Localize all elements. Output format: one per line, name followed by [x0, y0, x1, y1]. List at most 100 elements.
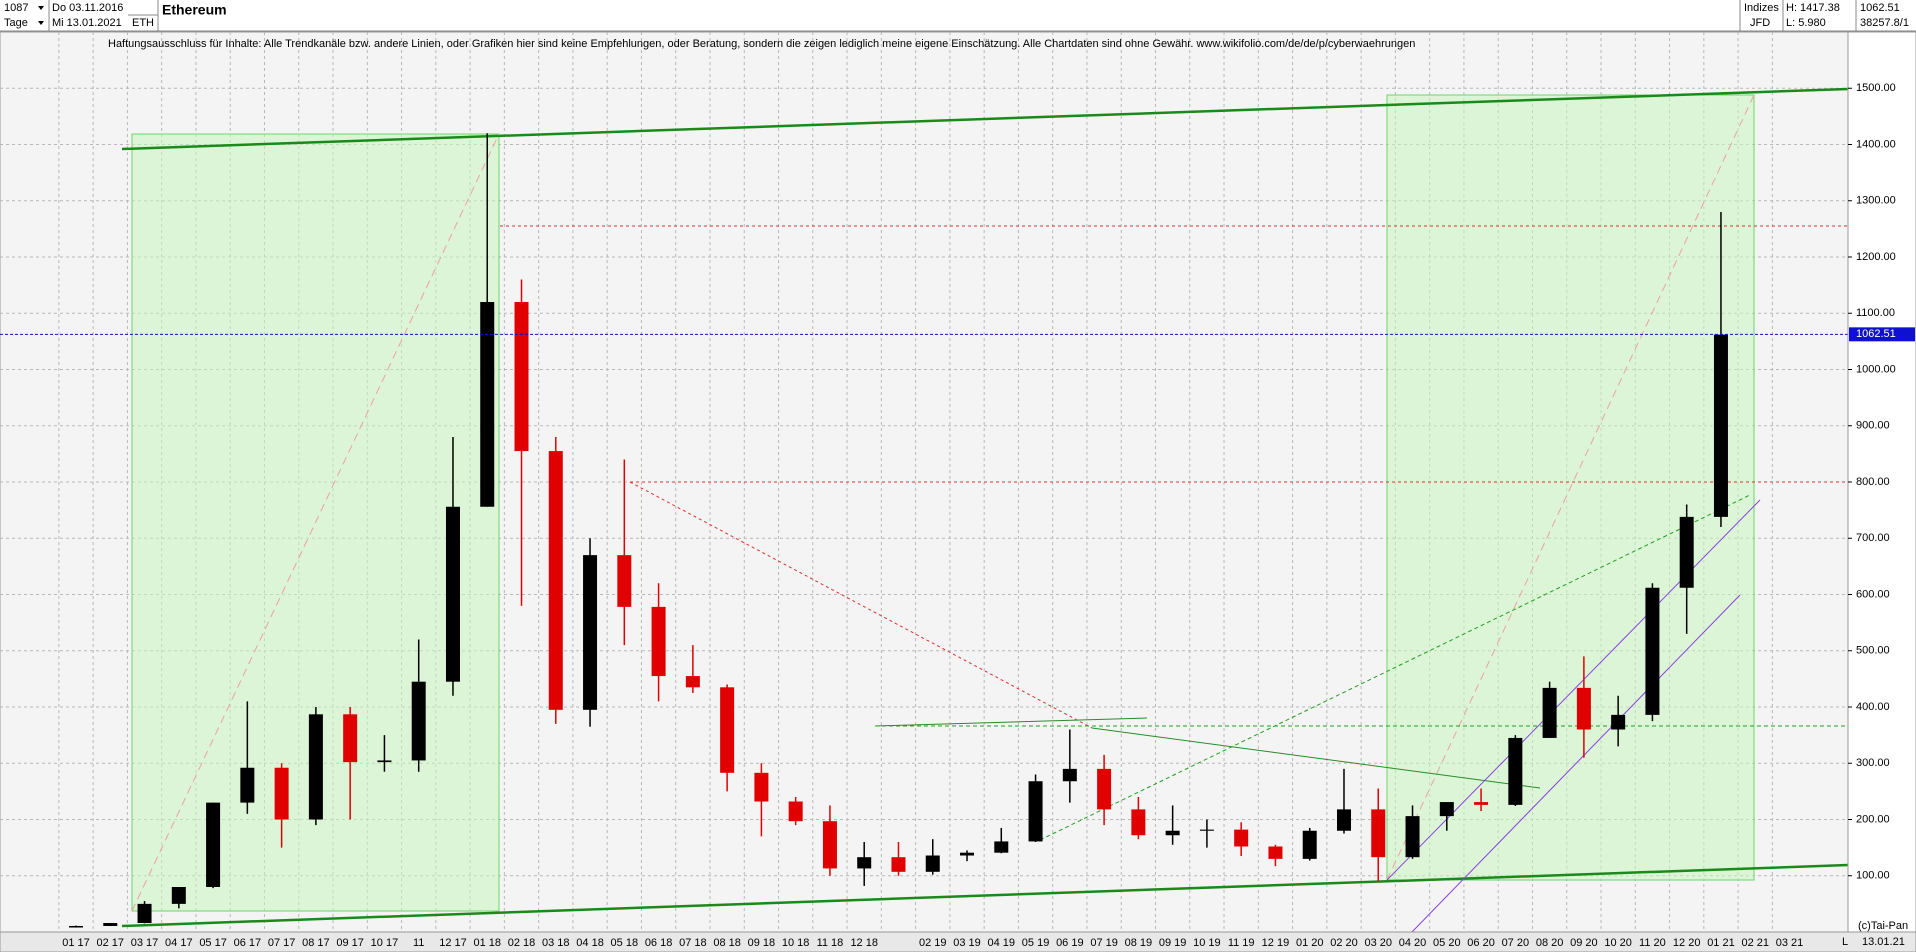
candle-body [617, 555, 632, 607]
trend-line [1091, 727, 1541, 789]
candle-body [69, 925, 83, 928]
trend-line [1386, 94, 1755, 881]
trend-line [131, 133, 500, 912]
trend-line [1386, 499, 1761, 881]
candle-body [240, 767, 255, 803]
trend-line [874, 717, 1148, 727]
candle-body [1405, 816, 1420, 858]
candle-body [1336, 809, 1351, 831]
x-tick-label: 04 20 [1399, 937, 1427, 949]
candle-body [1302, 830, 1317, 859]
y-tick-label: 100.00 [1856, 870, 1890, 882]
x-tick-label: 02 20 [1330, 937, 1358, 949]
x-tick-label: 11 19 [1228, 937, 1255, 949]
candle-body [857, 857, 872, 869]
candle-body [103, 923, 118, 926]
group: Indizes [1744, 2, 1779, 14]
candle-body [960, 852, 975, 856]
candle-body [788, 801, 803, 822]
x-tick-label: 10 18 [782, 937, 810, 949]
high: H: 1417.38 [1786, 2, 1840, 14]
candle-body [274, 767, 289, 820]
candle-body [1645, 587, 1660, 715]
candle-body [994, 841, 1009, 853]
x-tick-label: 07 19 [1090, 937, 1118, 949]
dropdown-arrows[interactable] [38, 6, 44, 25]
y-tick-label: 1300.00 [1856, 195, 1896, 207]
candle-body [1199, 829, 1214, 831]
candle-body [1474, 802, 1489, 805]
x-tick-label: 02 19 [919, 937, 947, 949]
price-tag [1849, 327, 1915, 342]
trend-line [121, 87, 1849, 151]
x-tick-label: 03 20 [1364, 937, 1392, 949]
y-tick-label: 1000.00 [1856, 363, 1896, 375]
trend-line [121, 863, 1849, 928]
x-tick-label: 07 17 [268, 937, 296, 949]
date-from: Do 03.11.2016 [52, 2, 123, 14]
candle-body [548, 451, 563, 710]
y-tick-label: 200.00 [1856, 813, 1890, 825]
x-tick-label: 05 19 [1022, 937, 1050, 949]
y-tick-label: 1100.00 [1856, 307, 1895, 319]
candle-body [1542, 687, 1557, 738]
candle-body [308, 714, 323, 820]
candle-body [377, 760, 392, 763]
candle-body [1028, 781, 1043, 842]
candle-body [1268, 846, 1283, 859]
x-tick-label: 05 18 [611, 937, 639, 949]
x-tick-label: 01 20 [1296, 937, 1324, 949]
y-tick-label: 900.00 [1856, 420, 1890, 432]
last-quote: 1062.51 [1860, 2, 1900, 14]
x-tick-label: 01 21 [1707, 937, 1735, 949]
x-tick-label: 08 17 [302, 937, 330, 949]
candle-body [1508, 737, 1523, 805]
candle-body [1679, 516, 1694, 588]
candle-body [480, 302, 495, 507]
x-tick-label: 06 20 [1467, 937, 1495, 949]
scale-mode: L [1842, 936, 1848, 948]
x-tick-label: 04 17 [165, 937, 193, 949]
x-tick-label: 06 19 [1056, 937, 1084, 949]
date-to: Mi 13.01.2021 [52, 17, 122, 29]
candle-body [1097, 768, 1112, 810]
y-tick-label: 400.00 [1856, 701, 1890, 713]
symbol: ETH [132, 17, 154, 29]
x-tick-label: 09 17 [336, 937, 364, 949]
period: Tage [4, 17, 28, 29]
candle-body [514, 302, 529, 452]
header: 1087 Tage Do 03.11.2016 Mi 13.01.2021 ET… [0, 0, 1916, 32]
y-tick-label: 600.00 [1856, 588, 1890, 600]
x-tick-label: 07 20 [1502, 937, 1530, 949]
x-tick-label: 05 17 [199, 937, 227, 949]
x-tick-label: 01 18 [473, 937, 501, 949]
volume: 38257.8/1 [1860, 17, 1909, 29]
x-tick-label: 12 19 [1262, 937, 1290, 949]
y-tick-label: 1500.00 [1856, 82, 1896, 94]
y-tick-label: 700.00 [1856, 532, 1890, 544]
x-tick-label: 06 17 [234, 937, 262, 949]
candle-body [1371, 809, 1386, 858]
candle-body [720, 687, 735, 773]
x-tick-label: 11 20 [1639, 937, 1666, 949]
x-tick-label: 03 21 [1776, 937, 1804, 949]
candle-body [1165, 830, 1180, 836]
candle-body [1062, 768, 1077, 782]
x-tick-label: 02 18 [508, 937, 536, 949]
x-tick-label: 01 17 [62, 937, 90, 949]
x-tick-label: 06 18 [645, 937, 673, 949]
candle-body [411, 681, 426, 761]
x-tick-label: 09 18 [748, 937, 776, 949]
candle-body [137, 903, 152, 923]
x-tick-label: 03 17 [131, 937, 159, 949]
trend-line [1039, 494, 1751, 841]
candle-body [1611, 714, 1626, 730]
y-tick-label: 800.00 [1856, 476, 1890, 488]
candles [0, 133, 1848, 928]
candle-body [754, 772, 769, 802]
x-axis-area [0, 931, 1916, 952]
y-axis-area [1847, 31, 1916, 933]
candle-body [343, 714, 358, 763]
candle-body [1234, 829, 1249, 847]
